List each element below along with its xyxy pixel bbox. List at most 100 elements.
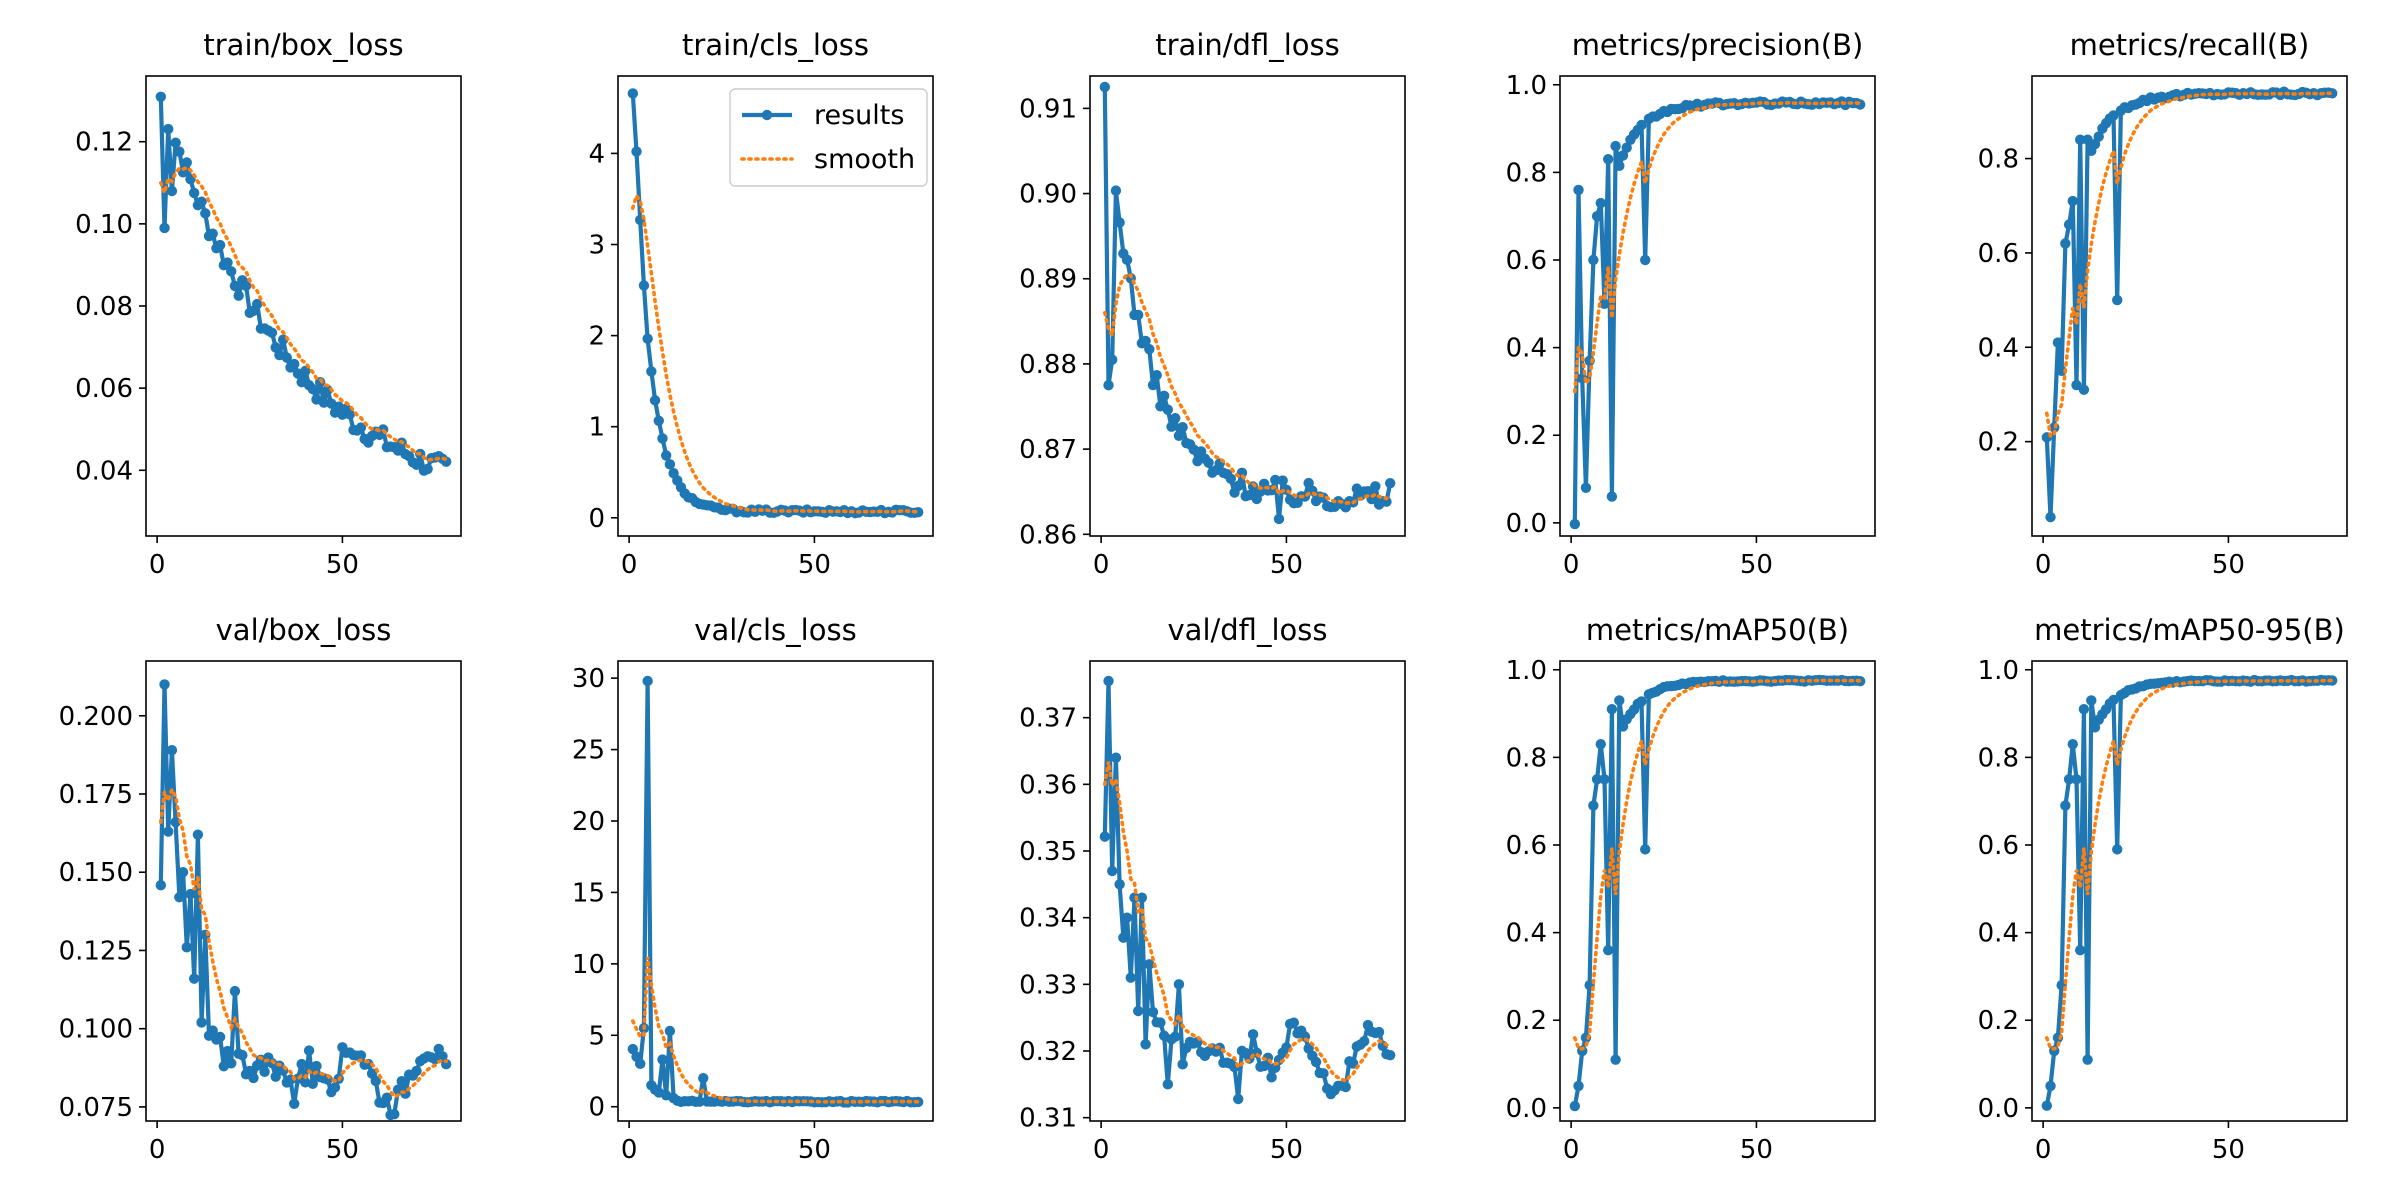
chart-panel: metrics/recall(B) 0.2 0.4 0.6 0.8 0 50 bbox=[1886, 0, 2356, 585]
results-point bbox=[1610, 1054, 1621, 1065]
results-point bbox=[248, 1072, 259, 1084]
results-point bbox=[1595, 739, 1606, 750]
results-point bbox=[1177, 1059, 1188, 1070]
results-point bbox=[266, 327, 278, 338]
results-point bbox=[1599, 774, 1610, 785]
y-tick-label: 15 bbox=[572, 878, 605, 908]
results-point bbox=[188, 973, 200, 984]
results-point bbox=[631, 146, 642, 157]
results-point bbox=[1155, 1017, 1166, 1028]
chart-panel: val/cls_loss 0 5 10 15 20 25 30 0 50 bbox=[472, 585, 942, 1170]
y-tick-label: 1.0 bbox=[1978, 656, 2019, 686]
results-point bbox=[1621, 142, 1632, 153]
results-point bbox=[1162, 404, 1174, 415]
results-series-line bbox=[158, 682, 449, 1118]
y-tick-label: 0.4 bbox=[1978, 919, 2019, 949]
chart-panel: val/dfl_loss 0.31 0.32 0.33 0.34 0.35 0.36 0.37… bbox=[944, 585, 1414, 1170]
results-point bbox=[2071, 774, 2082, 785]
results-point bbox=[2108, 694, 2119, 706]
results-point bbox=[646, 366, 657, 377]
results-point bbox=[1573, 1080, 1584, 1092]
results-point bbox=[1114, 879, 1125, 890]
axes-frame bbox=[617, 660, 934, 1122]
results-point bbox=[159, 222, 170, 234]
chart-title: metrics/mAP50(B) bbox=[1586, 613, 1849, 647]
results-point bbox=[307, 383, 318, 395]
results-point bbox=[1610, 140, 1621, 152]
y-tick-label: 0.175 bbox=[59, 780, 133, 810]
results-point bbox=[1573, 184, 1584, 196]
results-point bbox=[170, 137, 181, 148]
results-point bbox=[229, 985, 241, 997]
results-point bbox=[1640, 254, 1651, 266]
y-tick-label: 0.8 bbox=[1506, 158, 1547, 188]
y-tick-label: 0.0 bbox=[1978, 1094, 2019, 1124]
results-point bbox=[289, 358, 300, 370]
chart-title: val/dfl_loss bbox=[1168, 613, 1328, 647]
results-series-line bbox=[1572, 677, 1861, 1107]
y-tick-label: 0.37 bbox=[1019, 704, 1077, 734]
results-point bbox=[627, 88, 639, 99]
results-point bbox=[2045, 511, 2056, 523]
results-point bbox=[1599, 298, 1610, 310]
results-point bbox=[1099, 831, 1111, 842]
results-point bbox=[2082, 1054, 2093, 1065]
results-point bbox=[1258, 1060, 1270, 1072]
y-tick-label: 0.4 bbox=[1506, 919, 1547, 949]
x-tick-label: 50 bbox=[798, 1135, 831, 1165]
x-tick-label: 0 bbox=[621, 1135, 638, 1165]
x-tick-label: 50 bbox=[326, 1135, 359, 1165]
legend-results-label: results bbox=[814, 100, 904, 131]
y-tick-label: 0.10 bbox=[75, 210, 133, 240]
results-point bbox=[1640, 844, 1651, 855]
results-point bbox=[200, 208, 211, 219]
results-point bbox=[1162, 1079, 1174, 1090]
results-point bbox=[207, 228, 218, 239]
results-point bbox=[1318, 1068, 1329, 1079]
results-point bbox=[694, 1096, 705, 1107]
y-tick-label: 1.0 bbox=[1506, 71, 1547, 101]
x-tick-label: 0 bbox=[1093, 1135, 1110, 1165]
results-series-line bbox=[158, 96, 448, 473]
y-tick-label: 0.2 bbox=[1978, 1006, 2019, 1036]
y-tick-label: 30 bbox=[572, 664, 605, 694]
legend: results smooth bbox=[729, 88, 928, 187]
results-point bbox=[355, 1050, 367, 1061]
results-point bbox=[1606, 491, 1618, 502]
results-point bbox=[698, 1072, 709, 1084]
results-point bbox=[1588, 800, 1599, 811]
y-tick-label: 0 bbox=[588, 1093, 605, 1123]
results-point bbox=[2041, 1100, 2053, 1111]
results-point bbox=[649, 395, 661, 406]
results-point bbox=[1121, 912, 1133, 923]
results-point bbox=[1170, 1031, 1181, 1042]
results-point bbox=[240, 280, 252, 292]
results-point bbox=[1233, 1093, 1244, 1105]
y-tick-label: 0.90 bbox=[1019, 180, 1077, 210]
results-point bbox=[2112, 844, 2123, 855]
y-tick-label: 3 bbox=[588, 231, 605, 261]
results-point bbox=[1114, 217, 1125, 228]
y-tick-label: 0.34 bbox=[1019, 904, 1077, 934]
results-point bbox=[422, 463, 433, 475]
x-tick-label: 50 bbox=[1270, 550, 1303, 580]
results-point bbox=[1277, 475, 1288, 486]
smooth-series-line bbox=[631, 956, 921, 1104]
results-point bbox=[1591, 210, 1603, 222]
results-point bbox=[642, 333, 653, 344]
y-tick-label: 0.8 bbox=[1978, 145, 2019, 175]
results-point bbox=[259, 1066, 270, 1078]
results-point bbox=[1136, 892, 1148, 903]
y-tick-label: 0.125 bbox=[59, 936, 133, 966]
axes-frame bbox=[2031, 75, 2348, 537]
results-point bbox=[2086, 695, 2097, 706]
results-point bbox=[1125, 972, 1136, 983]
results-point bbox=[281, 352, 293, 363]
results-point bbox=[166, 744, 178, 756]
results-point bbox=[657, 433, 668, 444]
results-point bbox=[1121, 254, 1133, 266]
y-tick-label: 1.0 bbox=[1506, 656, 1547, 686]
chart-title: metrics/mAP50-95(B) bbox=[2034, 613, 2345, 647]
results-point bbox=[2093, 131, 2104, 142]
x-tick-label: 0 bbox=[1093, 550, 1110, 580]
